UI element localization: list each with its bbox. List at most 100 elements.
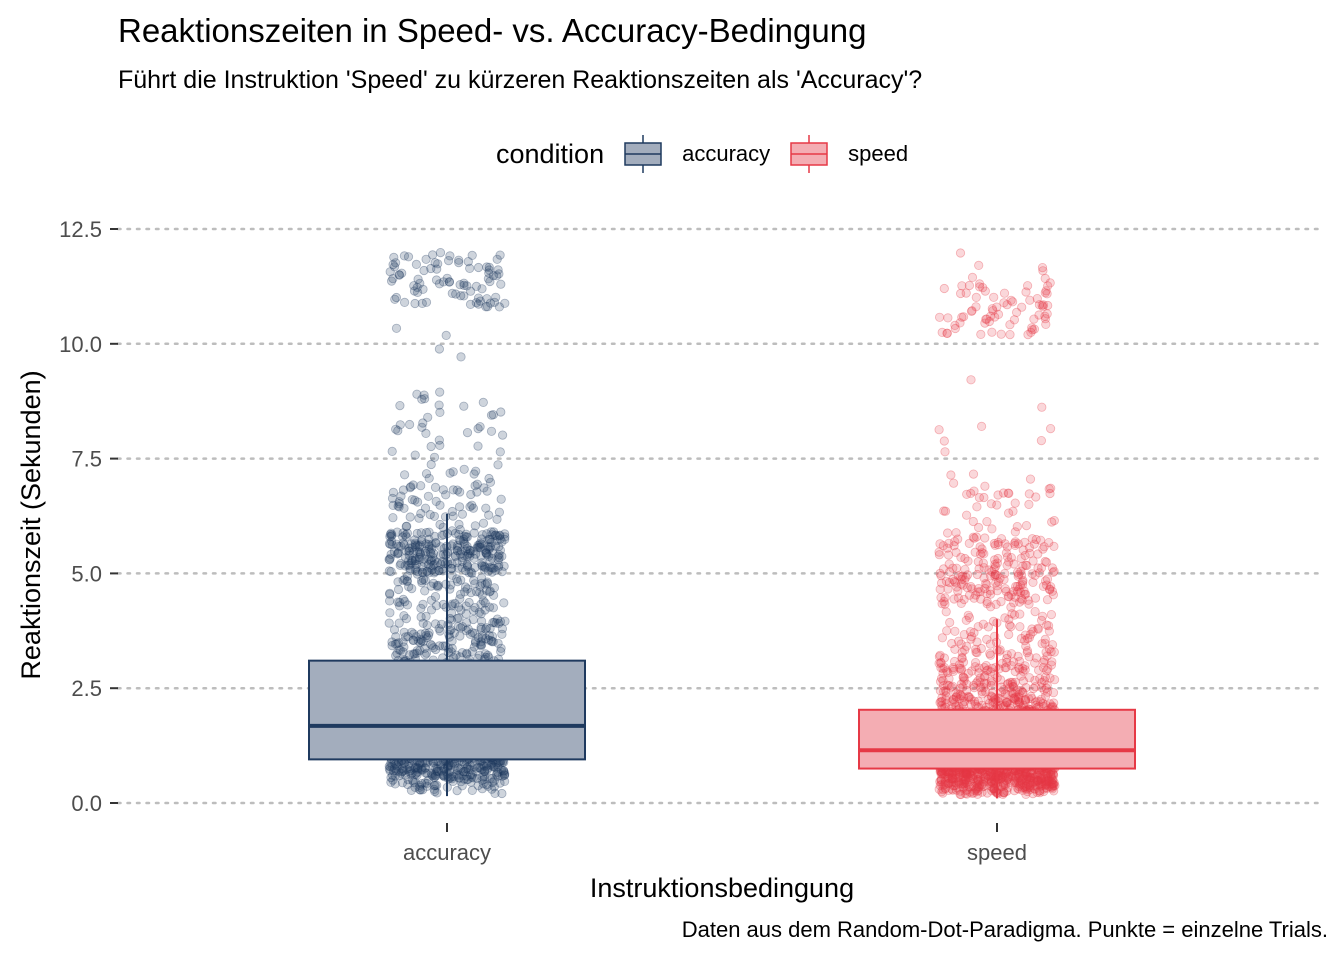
data-point [1040, 556, 1050, 567]
legend-key-speed [790, 135, 828, 173]
data-point [1035, 697, 1046, 707]
data-point [441, 330, 451, 340]
data-point [1002, 300, 1012, 310]
data-point [1046, 782, 1057, 792]
data-point [1047, 517, 1057, 527]
data-point [962, 789, 972, 799]
data-point [986, 777, 996, 787]
data-point [1026, 629, 1036, 640]
data-point [1005, 677, 1015, 687]
data-point [412, 528, 422, 539]
data-point [482, 529, 492, 539]
x-tick-label: speed [967, 840, 1027, 865]
data-point [425, 509, 435, 520]
data-point [447, 774, 457, 784]
data-point [477, 284, 487, 294]
data-point [1047, 640, 1058, 650]
data-point [404, 546, 415, 556]
data-point [484, 473, 494, 484]
data-point [942, 543, 953, 553]
data-point [944, 680, 954, 691]
data-point [952, 582, 962, 592]
data-point [940, 774, 950, 785]
data-point [972, 648, 982, 658]
data-point [1047, 657, 1057, 667]
data-point [421, 539, 431, 549]
data-point [467, 500, 477, 510]
data-point [1041, 286, 1051, 296]
data-point [986, 678, 996, 688]
data-point [1017, 785, 1028, 795]
data-point [425, 639, 436, 649]
data-point [977, 686, 987, 697]
data-point [459, 278, 469, 288]
data-point [396, 541, 406, 551]
data-point [1020, 694, 1031, 705]
data-point [935, 780, 945, 791]
data-point [940, 783, 951, 793]
data-point [415, 548, 426, 558]
data-point [1003, 591, 1013, 601]
data-point [429, 781, 439, 791]
data-point [960, 779, 970, 789]
data-point [432, 788, 442, 798]
data-point [951, 688, 961, 698]
data-point [452, 576, 463, 587]
data-point [424, 534, 434, 544]
data-point [391, 539, 402, 549]
data-point [974, 492, 985, 503]
data-point [940, 506, 951, 516]
data-point [975, 682, 986, 693]
data-point [973, 774, 983, 785]
data-point [407, 627, 417, 637]
data-point [423, 491, 433, 501]
data-point [953, 593, 964, 603]
data-point [499, 598, 509, 608]
data-point [966, 699, 976, 709]
data-point [990, 540, 1000, 551]
data-point [484, 587, 495, 597]
data-point [1001, 586, 1011, 597]
data-point [452, 546, 463, 556]
data-point [454, 257, 464, 268]
data-point [391, 323, 402, 333]
data-point [1023, 329, 1033, 340]
data-point [938, 686, 949, 697]
data-point [1046, 647, 1056, 657]
data-point [950, 777, 961, 788]
data-point [410, 542, 421, 552]
data-point [400, 530, 410, 540]
data-point [478, 631, 488, 641]
data-point [1027, 569, 1037, 579]
data-point [428, 578, 439, 589]
data-point [980, 772, 990, 782]
data-point [405, 563, 415, 574]
data-point [1045, 488, 1055, 499]
data-point [946, 470, 956, 480]
data-point [386, 772, 396, 783]
data-point [412, 569, 422, 579]
data-point [968, 771, 978, 782]
data-point [986, 777, 996, 787]
data-point [487, 631, 497, 641]
data-point [416, 575, 427, 586]
data-point [461, 626, 471, 636]
data-point [459, 551, 470, 561]
data-point [1011, 692, 1021, 702]
data-point [454, 519, 464, 530]
data-point [401, 532, 411, 542]
data-point [462, 774, 472, 785]
data-point [1000, 663, 1010, 673]
data-point [452, 613, 462, 624]
data-point [985, 589, 996, 599]
data-point [949, 656, 960, 667]
data-point [416, 763, 426, 774]
data-point [1008, 506, 1018, 516]
data-point [1010, 776, 1020, 787]
data-point [1007, 679, 1017, 689]
data-point [410, 298, 420, 309]
data-point [958, 783, 968, 793]
data-point [499, 770, 510, 780]
data-point [406, 769, 416, 779]
